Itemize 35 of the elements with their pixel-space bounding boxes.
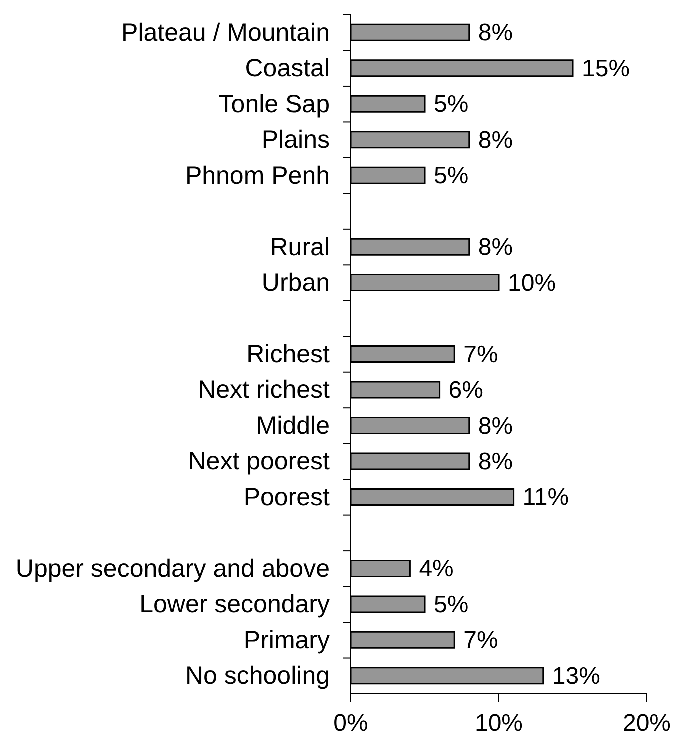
y-tick-label: Coastal: [245, 54, 330, 83]
y-tick-label: Poorest: [244, 483, 330, 512]
data-label: 8%: [478, 19, 514, 46]
y-tick-label: Middle: [256, 412, 330, 440]
data-label: 8%: [478, 448, 514, 475]
y-tick-label: Plateau / Mountain: [122, 18, 330, 47]
data-label: 10%: [508, 269, 556, 296]
y-tick-label: Upper secondary and above: [16, 554, 330, 583]
y-tick-label: Next richest: [198, 376, 330, 404]
data-label: 5%: [434, 590, 469, 618]
y-tick-label: Next poorest: [188, 448, 330, 476]
data-label: 5%: [434, 162, 469, 190]
x-tick-label: 0%: [334, 710, 368, 737]
y-tick-label: Phnom Penh: [185, 162, 330, 190]
y-tick-label: Richest: [246, 340, 330, 368]
y-tick-label: Primary: [244, 626, 330, 654]
data-label: 8%: [478, 234, 514, 261]
data-label: 4%: [419, 555, 454, 582]
x-tick-label: 20%: [622, 710, 672, 737]
data-label: 6%: [448, 376, 484, 404]
data-label: 13%: [552, 662, 600, 690]
y-tick-label: Tonle Sap: [218, 90, 330, 118]
y-tick-label: No schooling: [185, 662, 330, 690]
y-tick-label: Urban: [262, 269, 330, 298]
y-tick-label: Rural: [270, 233, 330, 262]
data-label: 15%: [582, 54, 630, 82]
y-tick-label: Plains: [262, 126, 330, 154]
data-label: 11%: [522, 484, 570, 511]
data-label: 8%: [478, 126, 514, 154]
data-label: 7%: [464, 340, 498, 368]
data-label: 8%: [478, 412, 514, 440]
data-label: 7%: [464, 626, 498, 654]
x-tick-label: 10%: [474, 710, 524, 737]
y-tick-label: Lower secondary: [140, 590, 330, 619]
data-label: 5%: [434, 90, 469, 118]
